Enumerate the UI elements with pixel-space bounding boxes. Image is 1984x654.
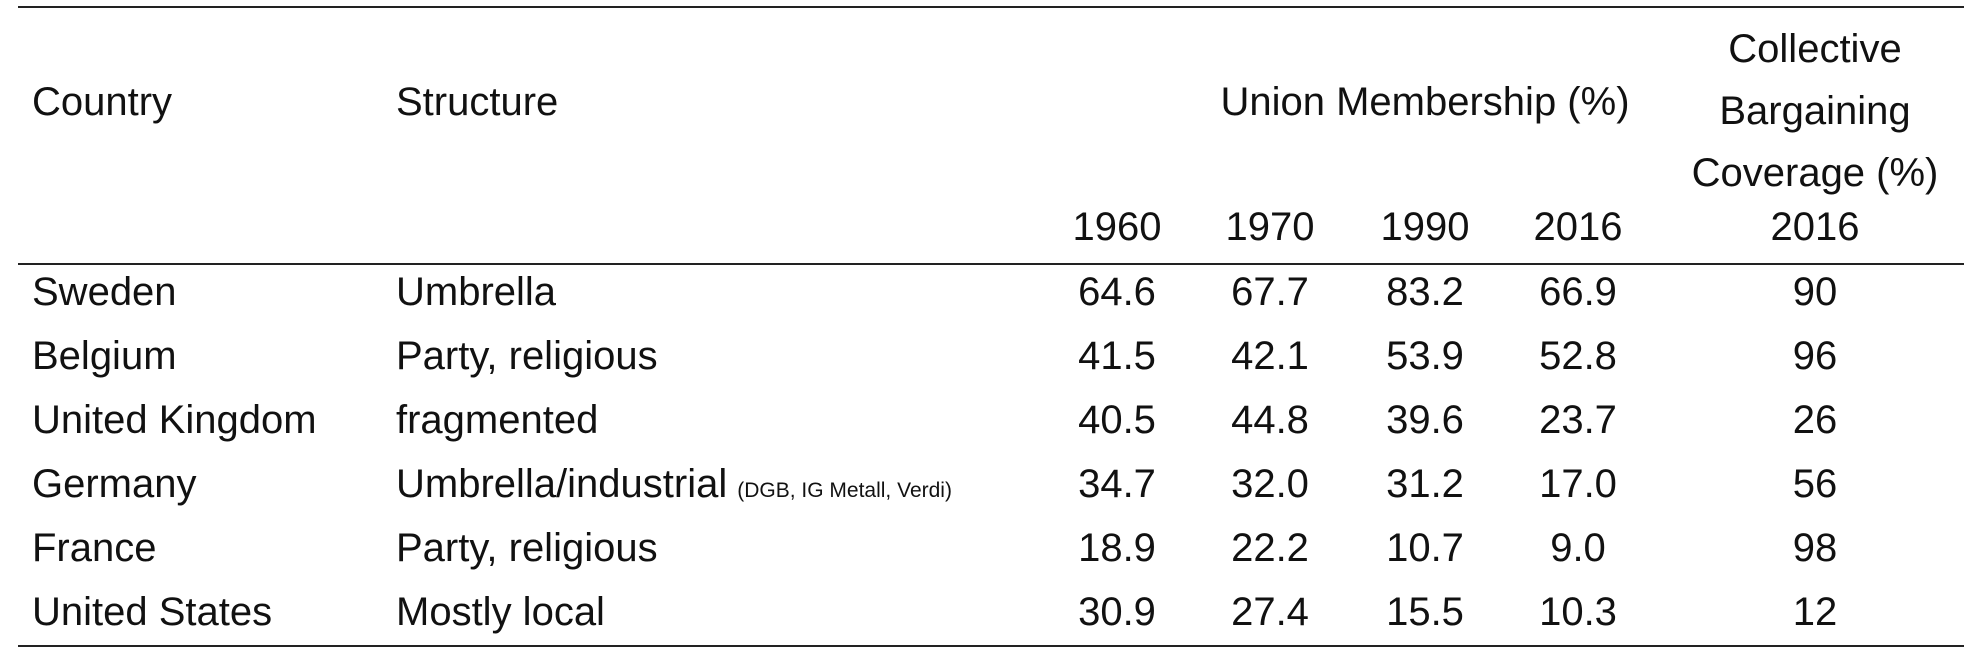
- structure-header: Structure: [396, 80, 559, 124]
- year-1970-header: 1970: [1225, 205, 1315, 249]
- country-header: Country: [32, 80, 173, 124]
- table-row-country: Belgium: [32, 334, 177, 378]
- membership-2016: 9.0: [1550, 526, 1606, 570]
- membership-1970: 44.8: [1231, 398, 1309, 442]
- membership-1960: 30.9: [1078, 590, 1156, 634]
- coverage-2016: 96: [1792, 334, 1838, 378]
- table-row-country: Sweden: [32, 270, 177, 314]
- table-row-country: United Kingdom: [32, 398, 317, 442]
- structure-label: fragmented: [396, 398, 599, 442]
- coverage-2016: 98: [1792, 526, 1838, 570]
- coverage-2016: 56: [1792, 462, 1838, 506]
- membership-1990: 31.2: [1386, 462, 1464, 506]
- structure-note: (DGB, IG Metall, Verdi): [737, 479, 952, 502]
- table-row-structure: Umbrella/industrial (DGB, IG Metall, Verd…: [396, 464, 952, 511]
- coverage-2016: 26: [1792, 398, 1838, 442]
- table-row-country: France: [32, 526, 157, 570]
- table-row-structure: Party, religious: [396, 528, 658, 568]
- membership-1960: 34.7: [1078, 462, 1156, 506]
- coverage-header-line-2: Bargaining: [1719, 89, 1911, 133]
- table-row-structure: Party, religious: [396, 336, 658, 376]
- membership-1960: 64.6: [1078, 270, 1156, 314]
- membership-2016: 23.7: [1539, 398, 1617, 442]
- coverage-header-line-3: Coverage (%): [1691, 151, 1939, 195]
- header-rule: [18, 263, 1964, 265]
- year-2016-header: 2016: [1533, 205, 1623, 249]
- table-row-structure: Umbrella: [396, 272, 556, 312]
- membership-1960: 18.9: [1078, 526, 1156, 570]
- structure-label: Umbrella: [396, 270, 557, 314]
- membership-1970: 32.0: [1231, 462, 1309, 506]
- membership-1970: 67.7: [1231, 270, 1309, 314]
- structure-label: Party, religious: [396, 526, 658, 570]
- membership-1970: 27.4: [1231, 590, 1309, 634]
- coverage-2016: 90: [1792, 270, 1838, 314]
- membership-1990: 83.2: [1386, 270, 1464, 314]
- union-membership-header: Union Membership (%): [1220, 80, 1630, 124]
- membership-1960: 41.5: [1078, 334, 1156, 378]
- table-row-country: Germany: [32, 462, 197, 506]
- table-row-structure: Mostly local: [396, 592, 605, 632]
- collective-bargaining-coverage-header: Collective Bargaining Coverage (%): [1692, 18, 1939, 204]
- bottom-rule: [18, 645, 1964, 647]
- coverage-2016: 12: [1792, 590, 1838, 634]
- membership-1970: 22.2: [1231, 526, 1309, 570]
- top-rule: [18, 6, 1964, 8]
- structure-label: Mostly local: [396, 590, 605, 634]
- year-1960-header: 1960: [1072, 205, 1162, 249]
- table-row-structure: fragmented: [396, 400, 598, 440]
- structure-label: Party, religious: [396, 334, 658, 378]
- year-1990-header: 1990: [1380, 205, 1470, 249]
- membership-2016: 52.8: [1539, 334, 1617, 378]
- coverage-header-line-1: Collective: [1728, 27, 1902, 71]
- membership-1990: 39.6: [1386, 398, 1464, 442]
- coverage-year-header: 2016: [1770, 205, 1860, 249]
- membership-1970: 42.1: [1231, 334, 1309, 378]
- membership-1990: 15.5: [1386, 590, 1464, 634]
- table-row-country: United States: [32, 590, 273, 634]
- membership-2016: 66.9: [1539, 270, 1617, 314]
- structure-label: Umbrella/industrial: [396, 462, 728, 506]
- membership-1990: 53.9: [1386, 334, 1464, 378]
- membership-1990: 10.7: [1386, 526, 1464, 570]
- membership-2016: 10.3: [1539, 590, 1617, 634]
- membership-2016: 17.0: [1539, 462, 1617, 506]
- membership-1960: 40.5: [1078, 398, 1156, 442]
